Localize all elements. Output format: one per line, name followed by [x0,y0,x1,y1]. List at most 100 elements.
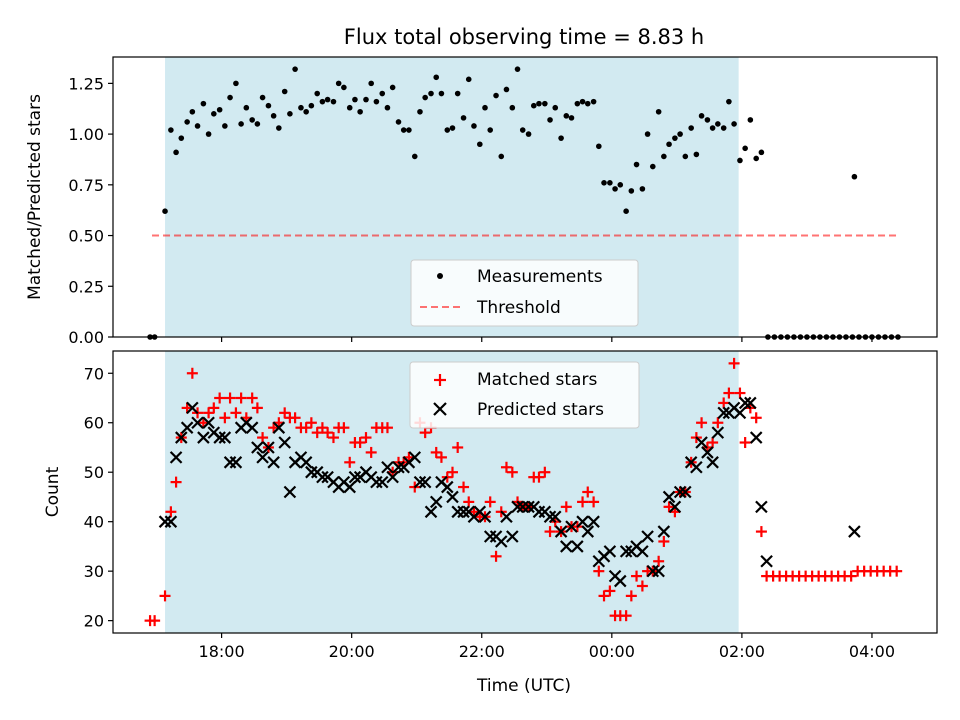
matched-star-point [582,486,594,498]
matched-star-point [381,422,393,434]
measurement-point [400,127,407,133]
predicted-star-point [429,495,443,509]
measurement-point [265,102,272,109]
measurement-point [726,98,732,105]
bottom-y-tick-label: 30 [84,562,104,581]
legend-label-measurements: Measurements [477,267,603,287]
bottom-legend-box [409,361,640,429]
legend-marker-measurements [437,273,443,279]
matched-star-point [750,412,762,424]
predicted-star-point [706,456,719,469]
matched-star-point [712,417,724,429]
matched-star-point [598,590,610,602]
measurement-point [444,127,451,133]
matched-star-point [224,392,236,404]
measurement-point [851,173,858,180]
matched-star-point [251,402,263,414]
x-tick-label: 20:00 [329,642,375,661]
measurement-point [292,66,298,72]
measurement-point [189,108,196,115]
measurement-point [324,96,331,103]
measurement-point [270,113,277,119]
matched-star-point [203,407,215,419]
predicted-star-point [299,456,313,469]
measurement-point [422,94,428,101]
measurement-point [503,86,510,93]
predicted-star-point [690,460,703,474]
measurement-point [688,125,694,131]
measurement-point [568,115,575,121]
predicted-star-point [506,530,519,543]
measurement-point [249,117,255,123]
top-y-tick-label: 0.50 [68,227,104,246]
predicted-star-point [164,515,178,528]
measurement-point [184,119,190,125]
chart-title: Flux total observing time = 8.83 h [344,25,704,49]
matched-star-point [506,466,518,478]
predicted-star-point [554,525,568,538]
bottom-y-axis-ticks: 20 30 40 50 60 70 [84,364,113,631]
measurement-point [563,113,570,119]
measurement-point [612,186,618,192]
predicted-star-point [343,480,357,494]
measurement-point [379,90,386,97]
predicted-star-point [636,545,649,558]
predicted-star-point [386,470,399,484]
measurement-point [666,141,672,148]
bottom-y-tick-label: 60 [84,414,104,433]
matched-star-point [279,407,291,419]
predicted-star-point [441,480,454,494]
bottom-y-tick-label: 70 [84,364,104,383]
predicted-star-point [733,406,747,420]
measurement-point [259,94,266,101]
measurement-point [330,98,337,105]
matched-star-point [696,417,708,429]
measurement-point [281,88,288,95]
measurement-point [639,186,646,192]
measurement-point [162,208,168,215]
matched-star-point [484,496,496,508]
predicted-star-point [652,564,665,578]
measurement-point [460,115,467,121]
measurement-point [227,94,233,101]
measurement-point [428,90,434,97]
matched-star-point [338,422,350,434]
measurement-point [357,108,363,115]
measurement-point [584,100,591,107]
top-y-axis-ticks: 0.00 0.25 0.50 0.75 1.00 1.25 [68,74,113,347]
measurement-point [509,104,516,111]
predicted-star-point [278,436,291,449]
predicted-star-point [245,421,259,434]
predicted-star-point [375,475,389,489]
measurement-point [498,153,505,160]
matched-star-point [170,476,182,488]
measurement-point [737,157,743,164]
measurement-point [438,90,445,97]
matched-star-point [707,437,719,449]
predicted-star-point [169,451,183,464]
measurement-point [233,80,239,87]
predicted-star-point [511,500,524,514]
predicted-stars-points [158,396,861,588]
matched-star-point [430,446,442,458]
predicted-star-point [543,510,557,524]
bottom-y-tick-label: 50 [84,463,104,482]
measurement-point [211,111,217,117]
matched-star-point [728,357,740,369]
measurement-point [596,143,602,150]
matched-star-point [257,432,269,444]
predicted-star-point [478,510,492,524]
matched-star-point [165,506,177,518]
measurement-point [222,123,228,129]
measurement-point [558,135,564,141]
measurement-point [303,108,309,115]
measurement-point [254,121,261,127]
predicted-star-point [613,574,627,588]
measurement-point [753,155,760,162]
predicted-star-point [641,530,654,543]
matched-star-point [490,550,502,562]
measurement-point [747,117,754,123]
predicted-star-point [760,554,773,568]
matched-star-point [354,437,366,449]
